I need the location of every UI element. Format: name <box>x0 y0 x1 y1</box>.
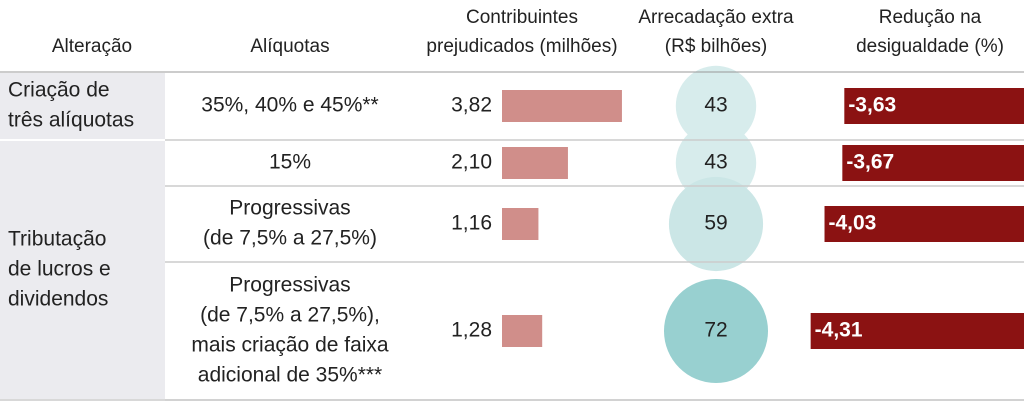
rate-label: 35%, 40% e 45%** <box>201 94 378 117</box>
reduction-label: -4,03 <box>829 212 877 235</box>
row-lines <box>0 71 1024 401</box>
taxpayers-label: 3,82 <box>451 94 492 117</box>
reduction-bar <box>844 88 1024 124</box>
taxpayers-bar <box>502 147 568 179</box>
group-label: de lucros e <box>8 258 111 281</box>
rate-label: mais criação de faixa <box>191 334 389 357</box>
column-header: Arrecadação extra <box>638 7 794 28</box>
taxpayers-bar <box>502 315 543 347</box>
column-header: Redução na <box>879 7 982 28</box>
column-header: Alteração <box>52 36 132 57</box>
revenue-label: 43 <box>704 94 727 117</box>
group-label: Criação de <box>8 79 110 102</box>
revenue-label: 72 <box>704 319 727 342</box>
rate-label: Progressivas <box>229 197 350 220</box>
reduction-bar <box>810 313 1024 349</box>
taxpayers-label: 1,16 <box>451 212 492 235</box>
group-label: três alíquotas <box>8 109 134 132</box>
rate-label: 15% <box>269 151 311 174</box>
column-header: prejudicados (milhões) <box>426 36 617 57</box>
bubbles <box>663 65 769 384</box>
reduction-label: -3,67 <box>846 151 894 174</box>
reduction-label: -3,63 <box>848 94 896 117</box>
reduction-bar <box>842 145 1024 181</box>
column-header: Contribuintes <box>466 7 578 28</box>
taxpayers-label: 2,10 <box>451 151 492 174</box>
group-cell <box>0 141 165 399</box>
reduction-bar <box>824 206 1024 242</box>
group-cell <box>0 73 165 139</box>
taxpayers-label: 1,28 <box>451 319 492 342</box>
rate-label: (de 7,5% a 27,5%) <box>203 227 377 250</box>
column-header: Alíquotas <box>250 36 329 57</box>
cells: 3,82 43 -3,63 2,10 43 -3,67 1,16 59 -4,03 1,28 72 -… <box>451 88 1024 349</box>
backgrounds <box>0 73 165 399</box>
rate-label: (de 7,5% a 27,5%), <box>200 304 380 327</box>
revenue-bubble <box>675 65 757 147</box>
group-label: Tributação <box>8 228 106 251</box>
rate-label: Progressivas <box>229 274 350 297</box>
revenue-label: 43 <box>704 151 727 174</box>
revenue-bubble <box>663 278 769 384</box>
reduction-label: -4,31 <box>815 319 863 342</box>
column-header: desigualdade (%) <box>856 36 1004 57</box>
rate-label: adicional de 35%*** <box>198 364 382 387</box>
revenue-bubble <box>668 176 764 272</box>
taxpayers-bar <box>502 208 539 240</box>
revenue-label: 59 <box>704 212 727 235</box>
column-header: (R$ bilhões) <box>665 36 767 57</box>
group-label: dividendos <box>8 288 108 311</box>
taxpayers-bar <box>502 90 622 122</box>
